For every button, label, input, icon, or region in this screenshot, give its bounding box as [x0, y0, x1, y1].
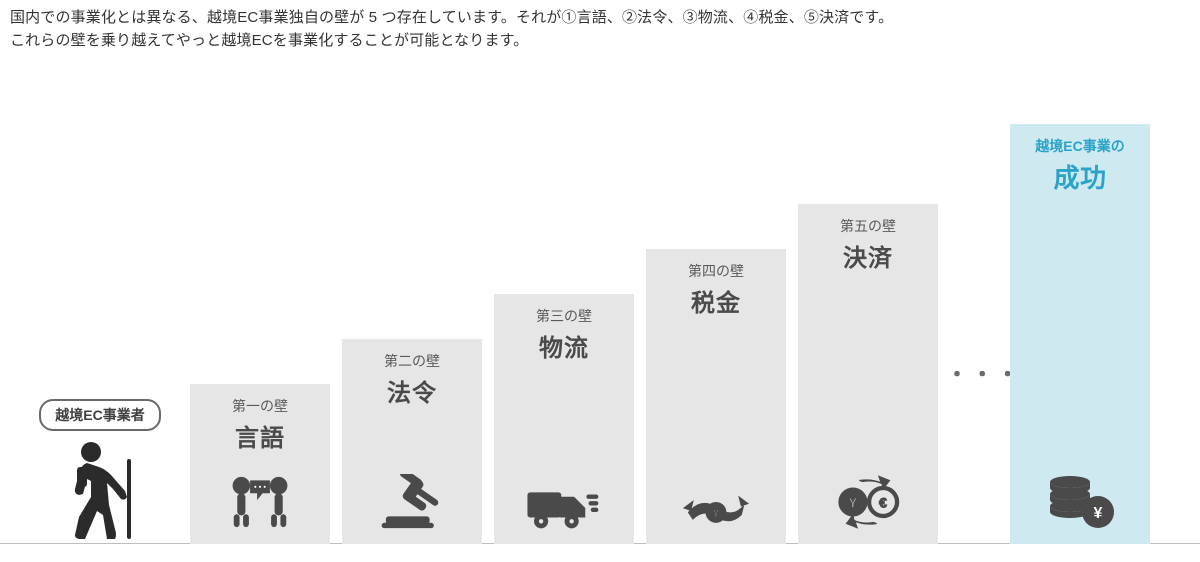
svg-text:¥: ¥ — [1094, 505, 1103, 522]
wall-title: 決済 — [840, 238, 896, 273]
wall-subtitle: 第二の壁 — [384, 351, 440, 371]
wall-bar-5: 第五の壁決済 — [798, 204, 938, 544]
intro-line-1: 国内での事業化とは異なる、越境EC事業独自の壁が 5 つ存在しています。それが①… — [10, 6, 1190, 29]
wall-subtitle: 第三の壁 — [536, 306, 592, 326]
starter-block: 越境EC事業者 — [20, 399, 180, 544]
wall-title: 税金 — [688, 283, 744, 318]
success-subtitle: 越境EC事業の — [1035, 136, 1124, 156]
wall-title: 物流 — [536, 328, 592, 363]
wall-title: 法令 — [384, 373, 440, 408]
diagram-stage: 越境EC事業者 第一の壁言語第二の壁法令第三の壁物流第四の壁税金第五の壁決済 ・… — [0, 104, 1200, 544]
tax-icon — [652, 486, 780, 538]
language-icon — [196, 474, 324, 538]
hiker-icon — [57, 439, 143, 544]
gavel-icon — [348, 474, 476, 538]
truck-icon — [500, 482, 628, 538]
wall-subtitle: 第四の壁 — [688, 261, 744, 281]
wall-bar-1: 第一の壁言語 — [190, 384, 330, 544]
success-title: 成功 — [1035, 158, 1124, 195]
payment-icon — [804, 474, 932, 538]
coins-icon: ¥ — [1016, 472, 1144, 538]
wall-bar-2: 第二の壁法令 — [342, 339, 482, 544]
success-bar: 越境EC事業の 成功 ¥ — [1010, 124, 1150, 544]
starter-pill-label: 越境EC事業者 — [39, 399, 160, 431]
wall-subtitle: 第五の壁 — [840, 216, 896, 236]
wall-subtitle: 第一の壁 — [232, 396, 288, 416]
wall-title: 言語 — [232, 418, 288, 453]
wall-bar-3: 第三の壁物流 — [494, 294, 634, 544]
intro-line-2: これらの壁を乗り越えてやっと越境ECを事業化することが可能となります。 — [10, 29, 1190, 52]
wall-bar-4: 第四の壁税金 — [646, 249, 786, 544]
